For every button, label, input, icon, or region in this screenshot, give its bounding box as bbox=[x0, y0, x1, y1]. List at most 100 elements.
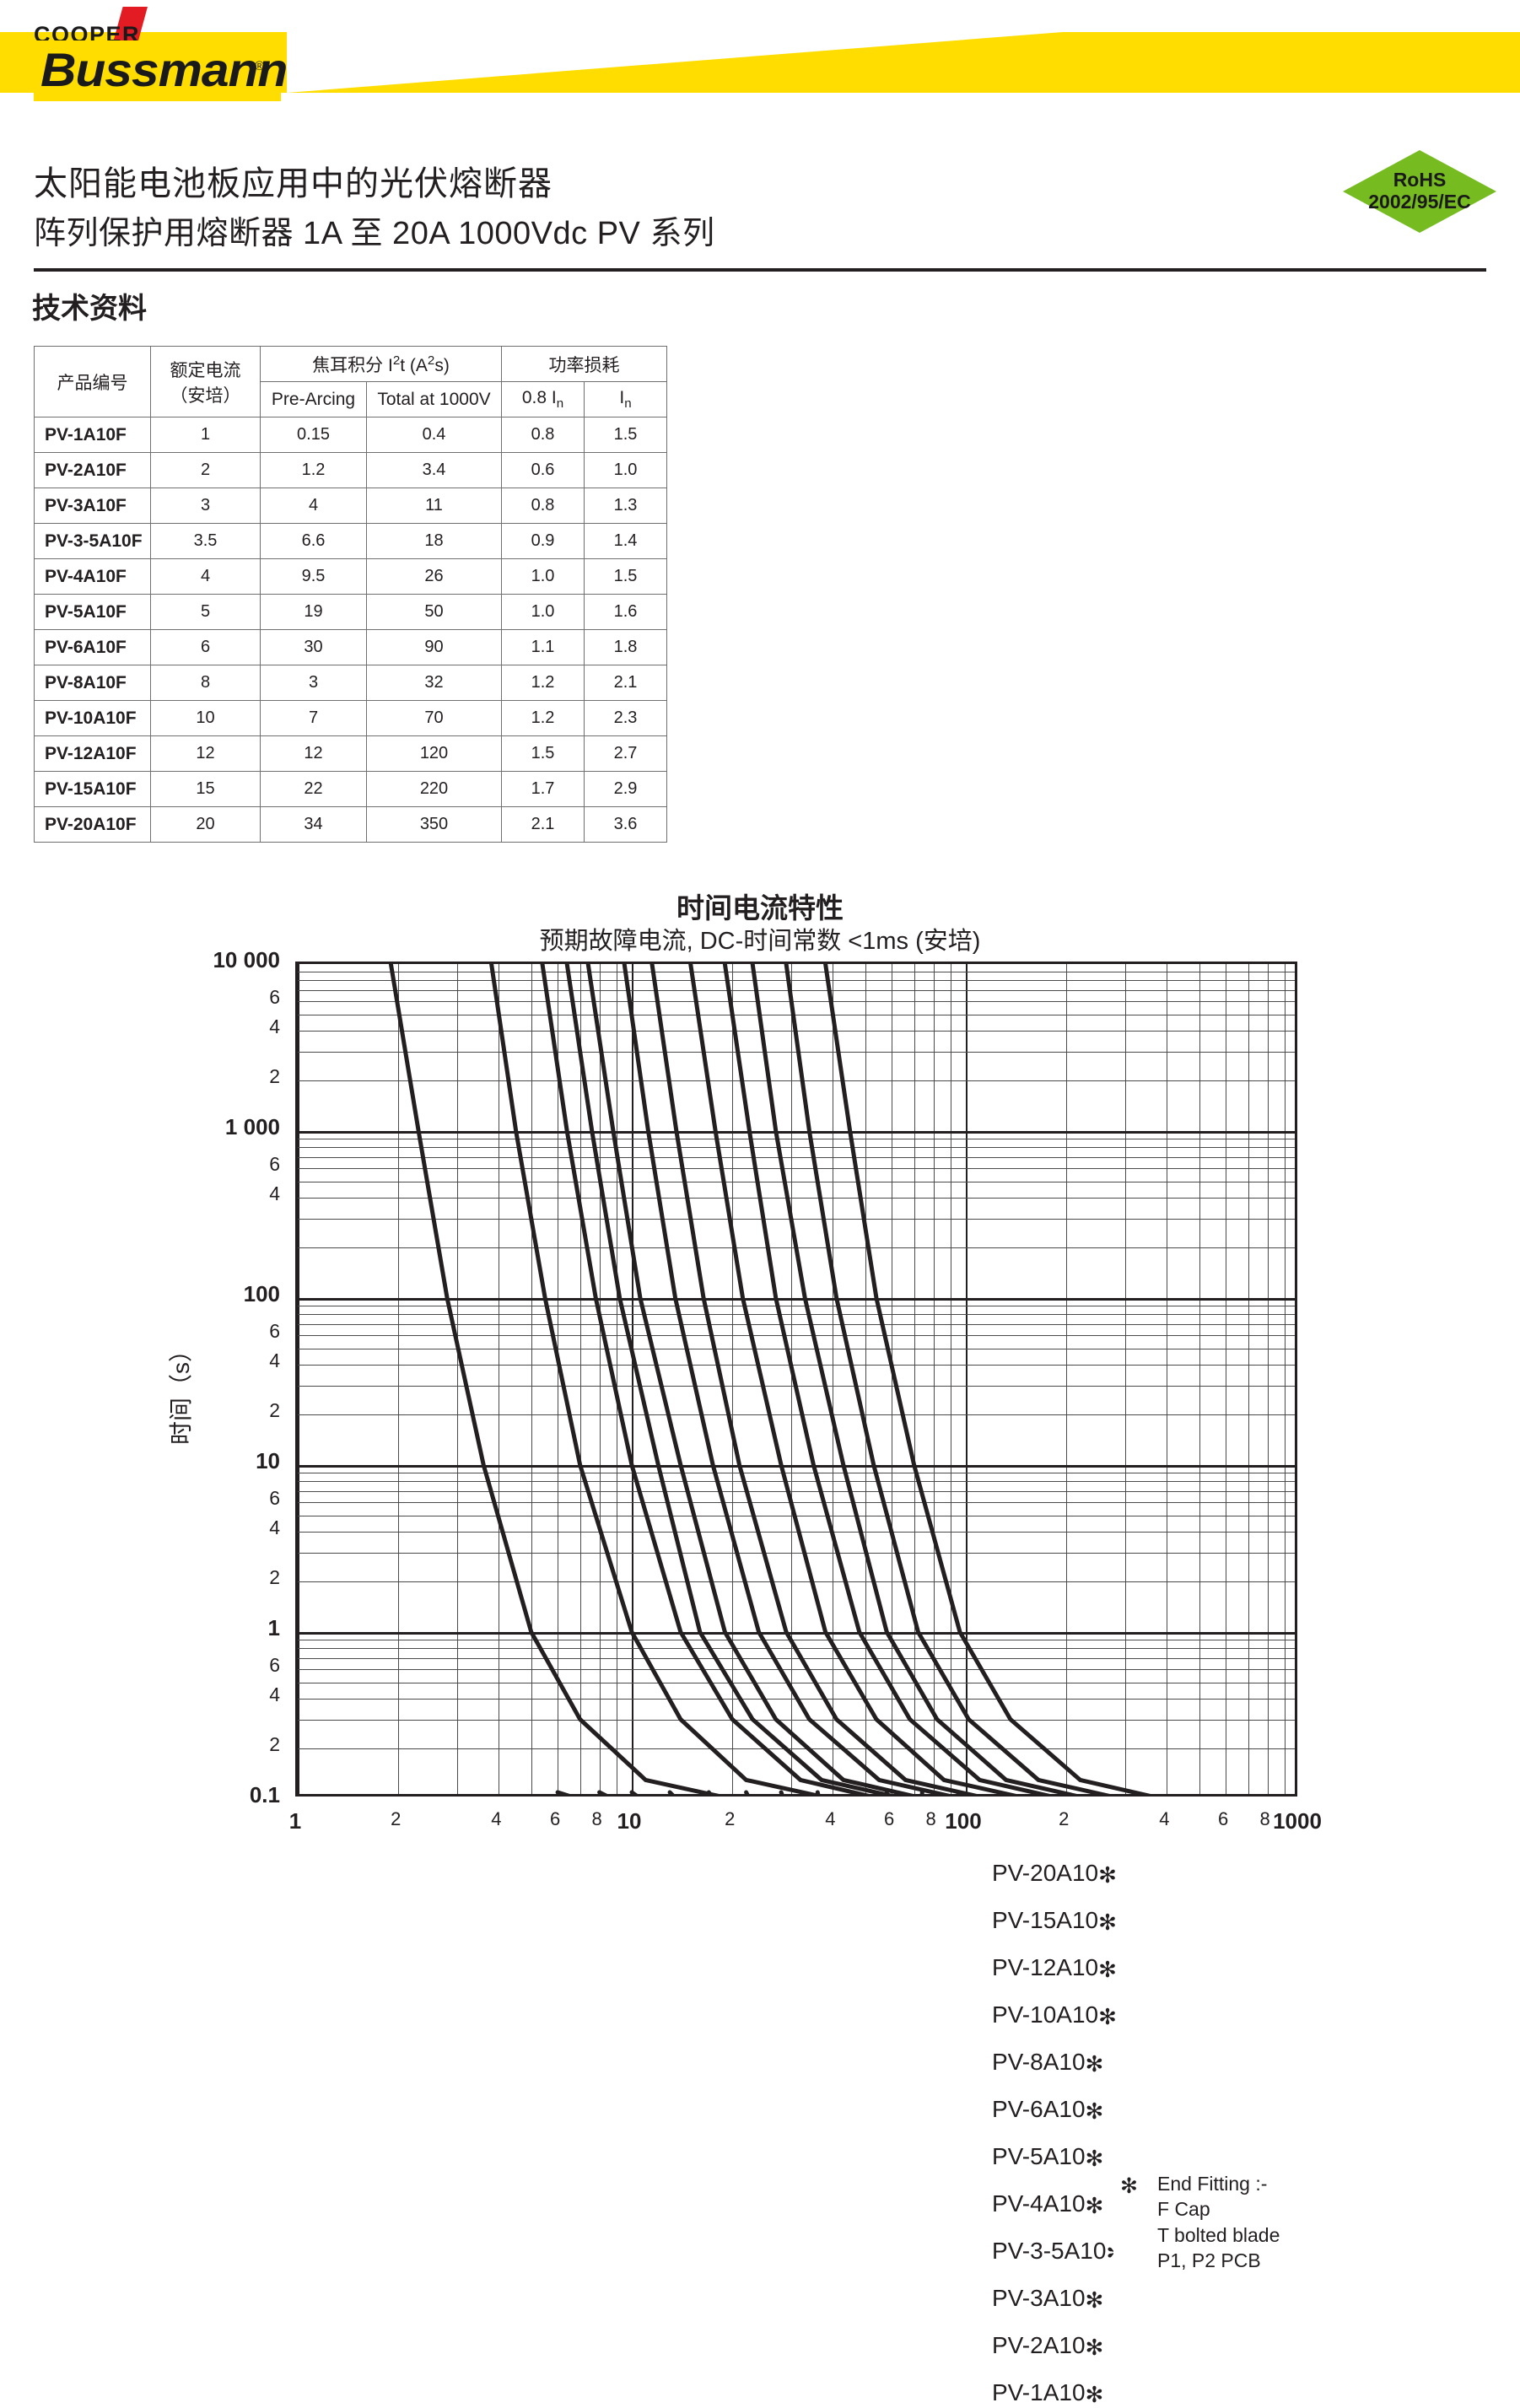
curve-label-pv-10a10: PV-10A10✻ bbox=[989, 2001, 1118, 2030]
table-row: PV-2A10F 2 1.2 3.4 0.6 1.0 bbox=[34, 452, 667, 488]
curve-label-text: PV-4A10 bbox=[992, 2190, 1086, 2217]
cell-power-in: 1.0 bbox=[584, 452, 667, 488]
curve-pv-15a10 bbox=[784, 964, 1110, 1794]
rated-current-line1: 额定电流 bbox=[170, 360, 241, 380]
gridline-horizontal bbox=[298, 1414, 1295, 1416]
y-axis-tick-label: 6 bbox=[269, 985, 280, 1008]
cell-pre-arcing: 12 bbox=[260, 735, 367, 772]
gridline-horizontal bbox=[298, 1501, 1295, 1503]
gridline-horizontal bbox=[298, 1657, 1295, 1659]
curve-label-pv-6a10: PV-6A10✻ bbox=[989, 2096, 1106, 2125]
cell-rated-current: 4 bbox=[150, 558, 261, 595]
curve-pv-2a10 bbox=[489, 964, 820, 1794]
gridline-vertical bbox=[865, 964, 866, 1794]
curve-pv-3a10 bbox=[540, 964, 870, 1794]
cell-part-number: PV-15A10F bbox=[34, 771, 151, 807]
cell-power-08in: 1.0 bbox=[501, 558, 585, 595]
rated-current-line2: （安培） bbox=[170, 385, 241, 406]
table-row: PV-5A10F 5 19 50 1.0 1.6 bbox=[34, 594, 667, 630]
curve-pv-6a10 bbox=[650, 964, 978, 1794]
asterisk-icon: ✻ bbox=[1085, 2287, 1104, 2313]
curve-label-text: PV-3-5A10 bbox=[992, 2238, 1107, 2264]
y-axis-tick-label: 10 bbox=[256, 1448, 280, 1473]
legend-asterisk-icon: ✻ bbox=[1120, 2174, 1138, 2198]
cell-part-number: PV-3A10F bbox=[34, 488, 151, 524]
y-axis-tick-label: 6 bbox=[269, 1319, 280, 1342]
cell-total-1000v: 90 bbox=[366, 629, 502, 665]
curve-label-pv-2a10: PV-2A10✻ bbox=[989, 2332, 1106, 2361]
col-header-total-1000v: Total at 1000V bbox=[366, 381, 502, 417]
x-axis-tick-label: 1000 bbox=[1273, 1808, 1322, 1834]
y-axis-tick-label: 1 000 bbox=[224, 1114, 280, 1139]
cell-rated-current: 8 bbox=[150, 665, 261, 701]
asterisk-icon: ✻ bbox=[1098, 1862, 1117, 1888]
y-axis-tick-label: 6 bbox=[269, 1486, 280, 1509]
cell-rated-current: 2 bbox=[150, 452, 261, 488]
gridline-vertical bbox=[732, 964, 734, 1794]
x-axis-tick-label: 6 bbox=[1218, 1808, 1229, 1829]
y-axis-tick-label: 6 bbox=[269, 1653, 280, 1676]
cell-pre-arcing: 22 bbox=[260, 771, 367, 807]
x-axis-tick-label: 2 bbox=[1059, 1808, 1070, 1829]
curve-pv-5a10 bbox=[622, 964, 951, 1794]
cell-total-1000v: 3.4 bbox=[366, 452, 502, 488]
gridline-vertical bbox=[1267, 964, 1269, 1794]
col-header-08-in: 0.8 In bbox=[501, 381, 585, 417]
col-header-i2t-group: 焦耳积分 I2t (A2s) bbox=[260, 346, 502, 382]
x-axis-tick-label: 4 bbox=[1159, 1808, 1170, 1829]
gridline-vertical bbox=[966, 964, 968, 1794]
gridline-horizontal bbox=[298, 1167, 1295, 1169]
cell-power-in: 1.5 bbox=[584, 417, 667, 453]
cell-power-in: 2.3 bbox=[584, 700, 667, 736]
col-header-in: In bbox=[584, 381, 667, 417]
curve-pv-8a10 bbox=[688, 964, 1016, 1794]
asterisk-icon: ✻ bbox=[1098, 2004, 1117, 2029]
gridline-horizontal bbox=[298, 1147, 1295, 1149]
curve-label-text: PV-10A10 bbox=[992, 2001, 1099, 2028]
in-sub: n bbox=[624, 396, 632, 412]
x-axis-tick-label: 8 bbox=[925, 1808, 936, 1829]
cell-part-number: PV-1A10F bbox=[34, 417, 151, 453]
cell-pre-arcing: 4 bbox=[260, 488, 367, 524]
curve-pv-4a10 bbox=[585, 964, 914, 1794]
cell-pre-arcing: 30 bbox=[260, 629, 367, 665]
bussmann-wordmark: Bussmann bbox=[40, 43, 288, 96]
x-axis-tick-label: 4 bbox=[491, 1808, 502, 1829]
cell-total-1000v: 220 bbox=[366, 771, 502, 807]
cell-rated-current: 3 bbox=[150, 488, 261, 524]
gridline-vertical bbox=[790, 964, 792, 1794]
section-heading-technical-data: 技术资料 bbox=[32, 293, 147, 325]
y-axis-tick-label: 4 bbox=[269, 1349, 280, 1371]
curve-pv-1a10 bbox=[388, 964, 720, 1794]
col-header-pre-arcing: Pre-Arcing bbox=[260, 381, 367, 417]
cell-rated-current: 20 bbox=[150, 806, 261, 843]
cell-pre-arcing: 3 bbox=[260, 665, 367, 701]
pointer-line-pv-20a10 bbox=[555, 1790, 570, 1794]
y-axis-tick-label: 10 000 bbox=[213, 947, 280, 972]
gridline-vertical bbox=[579, 964, 581, 1794]
asterisk-icon: ✻ bbox=[1098, 1957, 1117, 1982]
curve-label-text: PV-8A10 bbox=[992, 2049, 1086, 2075]
gridline-horizontal bbox=[298, 989, 1295, 991]
i2t-sup1: 2 bbox=[392, 353, 401, 368]
curve-label-pv-5a10: PV-5A10✻ bbox=[989, 2143, 1106, 2172]
cell-power-08in: 1.5 bbox=[501, 735, 585, 772]
cell-part-number: PV-20A10F bbox=[34, 806, 151, 843]
p08in-sub: n bbox=[556, 396, 564, 412]
gridline-horizontal bbox=[298, 1197, 1295, 1199]
cell-pre-arcing: 19 bbox=[260, 594, 367, 630]
cell-part-number: PV-12A10F bbox=[34, 735, 151, 772]
curve-label-pv-3a10: PV-3A10✻ bbox=[989, 2285, 1106, 2314]
table-row: PV-15A10F 15 22 220 1.7 2.9 bbox=[34, 771, 667, 807]
i2t-sup2: 2 bbox=[427, 353, 435, 368]
cell-pre-arcing: 0.15 bbox=[260, 417, 367, 453]
in-prefix: I bbox=[619, 387, 625, 407]
page-title: 太阳能电池板应用中的光伏熔断器 bbox=[34, 165, 552, 202]
table-header: 产品编号 额定电流 （安培） 焦耳积分 I2t (A2s) 功率损耗 Pre-A… bbox=[34, 346, 667, 417]
asterisk-icon: ✻ bbox=[1085, 2146, 1104, 2171]
gridline-vertical bbox=[398, 964, 400, 1794]
cell-rated-current: 3.5 bbox=[150, 523, 261, 559]
gridline-horizontal bbox=[298, 1080, 1295, 1082]
table-row: PV-8A10F 8 3 32 1.2 2.1 bbox=[34, 665, 667, 701]
cell-power-in: 2.9 bbox=[584, 771, 667, 807]
